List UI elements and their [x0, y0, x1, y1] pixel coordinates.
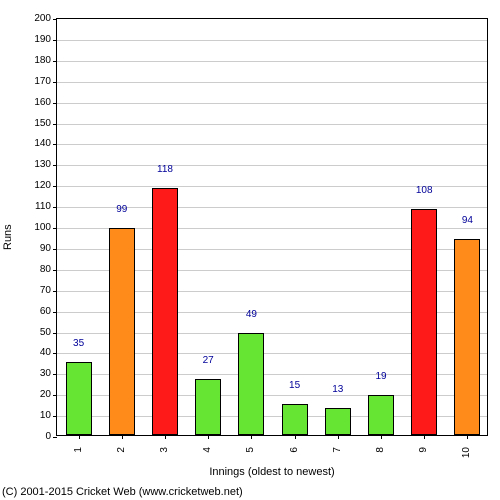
y-tick-mark — [53, 228, 57, 229]
gridline — [57, 144, 487, 145]
x-tick-mark — [122, 435, 123, 439]
x-tick-mark — [79, 435, 80, 439]
y-tick-mark — [53, 416, 57, 417]
gridline — [57, 61, 487, 62]
gridline — [57, 124, 487, 125]
y-tick-mark — [53, 437, 57, 438]
bar-value-label: 19 — [375, 371, 386, 382]
bar — [238, 333, 264, 435]
y-tick-label: 120 — [34, 181, 51, 191]
y-tick-mark — [53, 207, 57, 208]
x-tick-label: 1 — [74, 447, 84, 453]
gridline — [57, 165, 487, 166]
y-tick-mark — [53, 40, 57, 41]
x-tick-mark — [208, 435, 209, 439]
y-tick-label: 160 — [34, 98, 51, 108]
y-tick-mark — [53, 144, 57, 145]
y-tick-label: 100 — [34, 223, 51, 233]
y-tick-label: 20 — [40, 390, 51, 400]
y-tick-label: 130 — [34, 160, 51, 170]
x-tick-label: 8 — [376, 447, 386, 453]
x-tick-mark — [381, 435, 382, 439]
bar — [411, 209, 437, 435]
y-tick-label: 190 — [34, 35, 51, 45]
y-tick-mark — [53, 333, 57, 334]
bar-value-label: 108 — [416, 185, 433, 196]
x-tick-mark — [424, 435, 425, 439]
y-tick-mark — [53, 165, 57, 166]
copyright-text: (C) 2001-2015 Cricket Web (www.cricketwe… — [2, 486, 243, 498]
y-tick-label: 50 — [40, 328, 51, 338]
x-tick-label: 5 — [246, 447, 256, 453]
bar — [195, 379, 221, 435]
y-tick-label: 80 — [40, 265, 51, 275]
y-tick-mark — [53, 82, 57, 83]
x-tick-label: 9 — [419, 447, 429, 453]
bar-value-label: 27 — [203, 355, 214, 366]
y-tick-mark — [53, 353, 57, 354]
bar — [282, 404, 308, 435]
y-tick-mark — [53, 124, 57, 125]
y-tick-label: 200 — [34, 14, 51, 24]
y-tick-label: 70 — [40, 286, 51, 296]
plot-area: 0102030405060708090100110120130140150160… — [56, 18, 488, 436]
bar-value-label: 49 — [246, 309, 257, 320]
y-tick-mark — [53, 61, 57, 62]
chart-container: Runs 01020304050607080901001101201301401… — [0, 0, 500, 500]
x-axis-title: Innings (oldest to newest) — [56, 466, 488, 478]
y-tick-label: 60 — [40, 307, 51, 317]
x-tick-mark — [251, 435, 252, 439]
bar — [368, 395, 394, 435]
gridline — [57, 40, 487, 41]
y-tick-mark — [53, 19, 57, 20]
bar — [325, 408, 351, 435]
y-tick-label: 180 — [34, 56, 51, 66]
bar — [454, 239, 480, 435]
y-tick-label: 0 — [45, 432, 51, 442]
x-tick-label: 3 — [160, 447, 170, 453]
bar-value-label: 94 — [462, 215, 473, 226]
x-tick-label: 6 — [290, 447, 300, 453]
y-tick-mark — [53, 374, 57, 375]
bar-value-label: 15 — [289, 380, 300, 391]
x-tick-mark — [338, 435, 339, 439]
y-tick-label: 90 — [40, 244, 51, 254]
gridline — [57, 103, 487, 104]
x-tick-mark — [165, 435, 166, 439]
y-tick-label: 10 — [40, 411, 51, 421]
bar-value-label: 118 — [157, 164, 173, 175]
x-tick-label: 10 — [462, 447, 472, 458]
x-tick-label: 7 — [333, 447, 343, 453]
y-tick-mark — [53, 270, 57, 271]
x-tick-mark — [467, 435, 468, 439]
x-tick-label: 4 — [203, 447, 213, 453]
y-tick-mark — [53, 291, 57, 292]
y-tick-label: 40 — [40, 348, 51, 358]
y-tick-mark — [53, 312, 57, 313]
y-tick-label: 150 — [34, 119, 51, 129]
y-tick-mark — [53, 249, 57, 250]
y-tick-label: 170 — [34, 77, 51, 87]
y-tick-mark — [53, 395, 57, 396]
bar — [152, 188, 178, 435]
gridline — [57, 82, 487, 83]
y-tick-label: 30 — [40, 369, 51, 379]
bar-value-label: 35 — [73, 338, 84, 349]
y-tick-mark — [53, 186, 57, 187]
bar — [109, 228, 135, 435]
x-tick-mark — [295, 435, 296, 439]
bar-value-label: 13 — [332, 384, 343, 395]
y-axis-title: Runs — [2, 224, 14, 250]
bar — [66, 362, 92, 435]
y-tick-mark — [53, 103, 57, 104]
x-tick-label: 2 — [117, 447, 127, 453]
y-tick-label: 110 — [35, 202, 51, 212]
bar-value-label: 99 — [116, 204, 127, 215]
y-tick-label: 140 — [34, 139, 51, 149]
